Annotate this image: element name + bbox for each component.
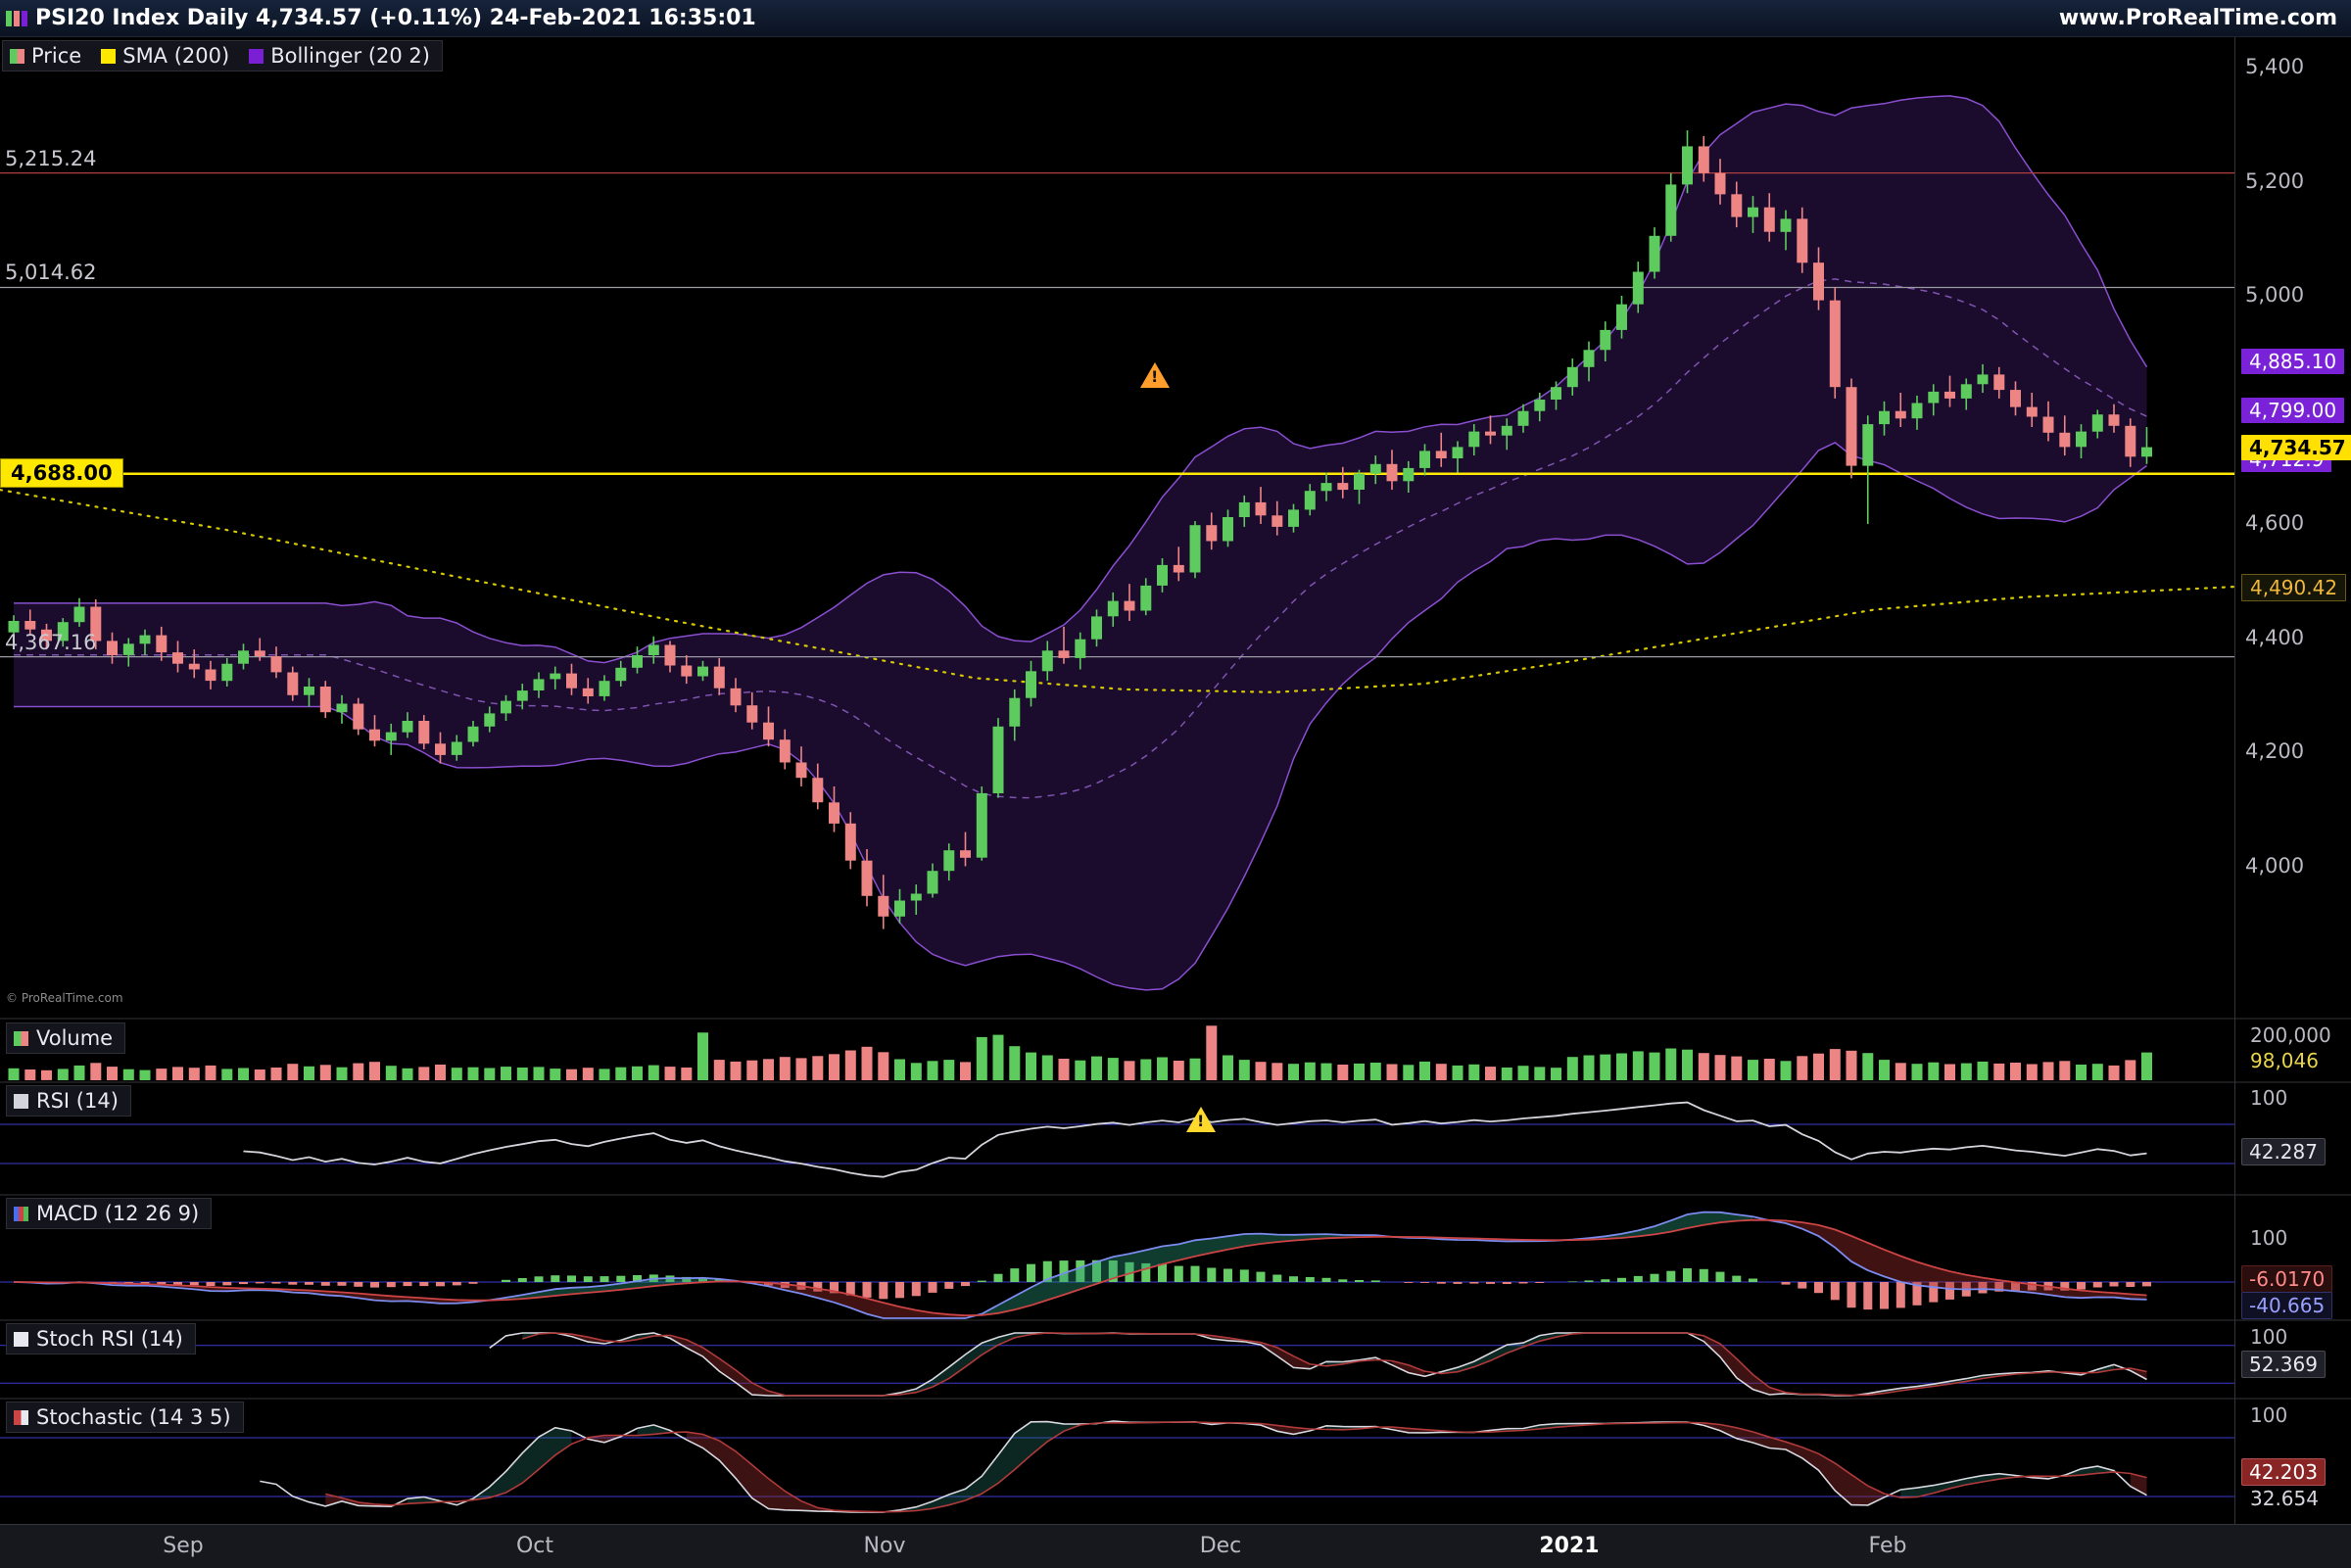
price-badge-last: 4,734.57 <box>2241 435 2351 460</box>
volume-panel-label[interactable]: Volume <box>6 1022 126 1054</box>
price-tick: 5,200 <box>2245 169 2305 193</box>
price-badge-sma: 4,490.42 <box>2241 574 2347 601</box>
macd-line-value: -40.665 <box>2241 1292 2333 1319</box>
stochastic-icon <box>14 1409 28 1425</box>
stochastic-scale-label: 100 <box>2250 1403 2288 1427</box>
rsi-current-value: 42.287 <box>2241 1138 2326 1165</box>
price-tick: 4,200 <box>2245 739 2305 763</box>
x-axis-label-2021: 2021 <box>1539 1534 1600 1558</box>
x-axis-label-sep: Sep <box>163 1534 204 1558</box>
price-icon <box>10 48 24 64</box>
stochrsi-icon <box>14 1331 28 1347</box>
macd-scale-label: 100 <box>2250 1226 2288 1250</box>
price-tick: 4,000 <box>2245 854 2305 878</box>
macd-signal-value: -6.0170 <box>2241 1265 2333 1293</box>
volume-scale-label: 200,000 <box>2250 1023 2331 1047</box>
volume-icon <box>14 1030 28 1046</box>
legend-item-price[interactable]: Price <box>10 44 81 68</box>
chart-title: PSI20 Index Daily 4,734.57 (+0.11%) 24-F… <box>35 6 756 30</box>
time-axis[interactable]: Sep Oct Nov Dec 2021 Feb <box>0 1524 2351 1568</box>
price-tick: 5,400 <box>2245 55 2305 78</box>
stochrsi-current-value: 52.369 <box>2241 1351 2326 1378</box>
stochastic-d-value: 42.203 <box>2241 1458 2326 1486</box>
volume-current-value: 98,046 <box>2250 1049 2319 1072</box>
rsi-panel-label[interactable]: RSI (14) <box>6 1085 131 1117</box>
indicator-legend: Price SMA (200) Bollinger (20 2) <box>2 40 443 71</box>
x-axis-label-oct: Oct <box>515 1534 554 1558</box>
sma-icon <box>101 48 117 64</box>
macd-icon <box>14 1206 28 1221</box>
price-tick: 4,400 <box>2245 626 2305 649</box>
price-badge-bollinger: 4,799.00 <box>2241 398 2345 423</box>
x-axis-label-dec: Dec <box>1199 1534 1242 1558</box>
title-bar: PSI20 Index Daily 4,734.57 (+0.11%) 24-F… <box>0 0 2351 37</box>
stochrsi-panel-label[interactable]: Stoch RSI (14) <box>6 1323 196 1354</box>
stochastic-panel-label[interactable]: Stochastic (14 3 5) <box>6 1402 244 1433</box>
macd-panel-label[interactable]: MACD (12 26 9) <box>6 1198 213 1229</box>
stochrsi-scale-label: 100 <box>2250 1325 2288 1349</box>
legend-item-bollinger[interactable]: Bollinger (20 2) <box>249 44 430 68</box>
price-tick: 5,000 <box>2245 283 2305 307</box>
price-tick: 4,600 <box>2245 511 2305 535</box>
rsi-icon <box>14 1093 28 1109</box>
x-axis-label-feb: Feb <box>1868 1534 1907 1558</box>
x-axis-label-nov: Nov <box>863 1534 906 1558</box>
rsi-scale-label: 100 <box>2250 1086 2288 1110</box>
app-logo-icon <box>6 10 27 26</box>
price-axis[interactable]: 200,000 98,046 100 42.287 100 -6.0170 -4… <box>2237 0 2351 1567</box>
legend-item-sma[interactable]: SMA (200) <box>101 44 229 68</box>
stochastic-k-value: 32.654 <box>2250 1487 2319 1510</box>
prorealtime-site-link[interactable]: www.ProRealTime.com <box>2058 6 2337 30</box>
bollinger-icon <box>249 48 264 64</box>
price-badge-bollinger: 4,885.10 <box>2241 349 2345 374</box>
